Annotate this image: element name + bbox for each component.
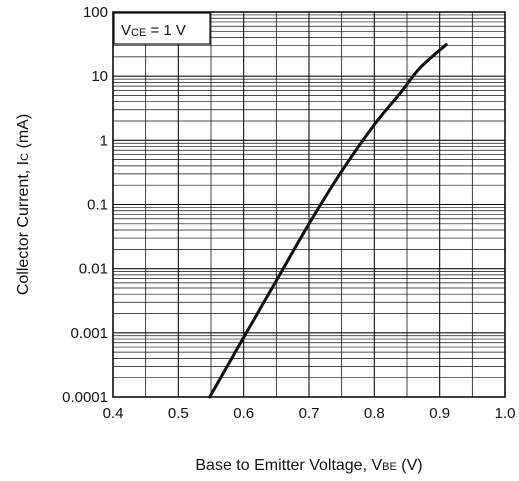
plot-frame <box>112 11 506 398</box>
x-tick-label: 0.5 <box>168 405 189 422</box>
series-line <box>208 43 448 399</box>
curve-layer <box>208 43 448 399</box>
y-tick-label: 100 <box>83 4 108 21</box>
grid <box>112 12 506 398</box>
y-tick-label: 10 <box>91 68 108 85</box>
x-tick-label: 0.7 <box>299 405 320 422</box>
y-tick-label: 0.0001 <box>62 389 108 406</box>
x-tick-label: 0.4 <box>103 405 124 422</box>
y-tick-label: 1 <box>100 132 108 149</box>
x-tick-label: 0.9 <box>429 405 450 422</box>
y-tick-labels: 0.0001 0.001 0.01 0.1 1 10 100 <box>62 4 108 406</box>
y-tick-label: 0.001 <box>70 325 108 342</box>
annotation-box: VCE = 1 V <box>113 12 211 45</box>
x-tick-label: 1.0 <box>495 405 516 422</box>
y-tick-label: 0.1 <box>87 197 108 214</box>
annotation-text: VCE = 1 V <box>121 22 186 39</box>
annotation-frame <box>113 12 211 45</box>
x-tick-labels: 0.4 0.5 0.6 0.7 0.8 0.9 1.0 <box>103 405 516 422</box>
y-tick-label: 0.01 <box>79 261 108 278</box>
x-axis-label: Base to Emitter Voltage, VBE (V) <box>195 457 422 474</box>
y-axis-label: Collector Current, IC (mA) <box>15 114 32 295</box>
x-tick-label: 0.6 <box>233 405 254 422</box>
x-tick-label: 0.8 <box>364 405 385 422</box>
